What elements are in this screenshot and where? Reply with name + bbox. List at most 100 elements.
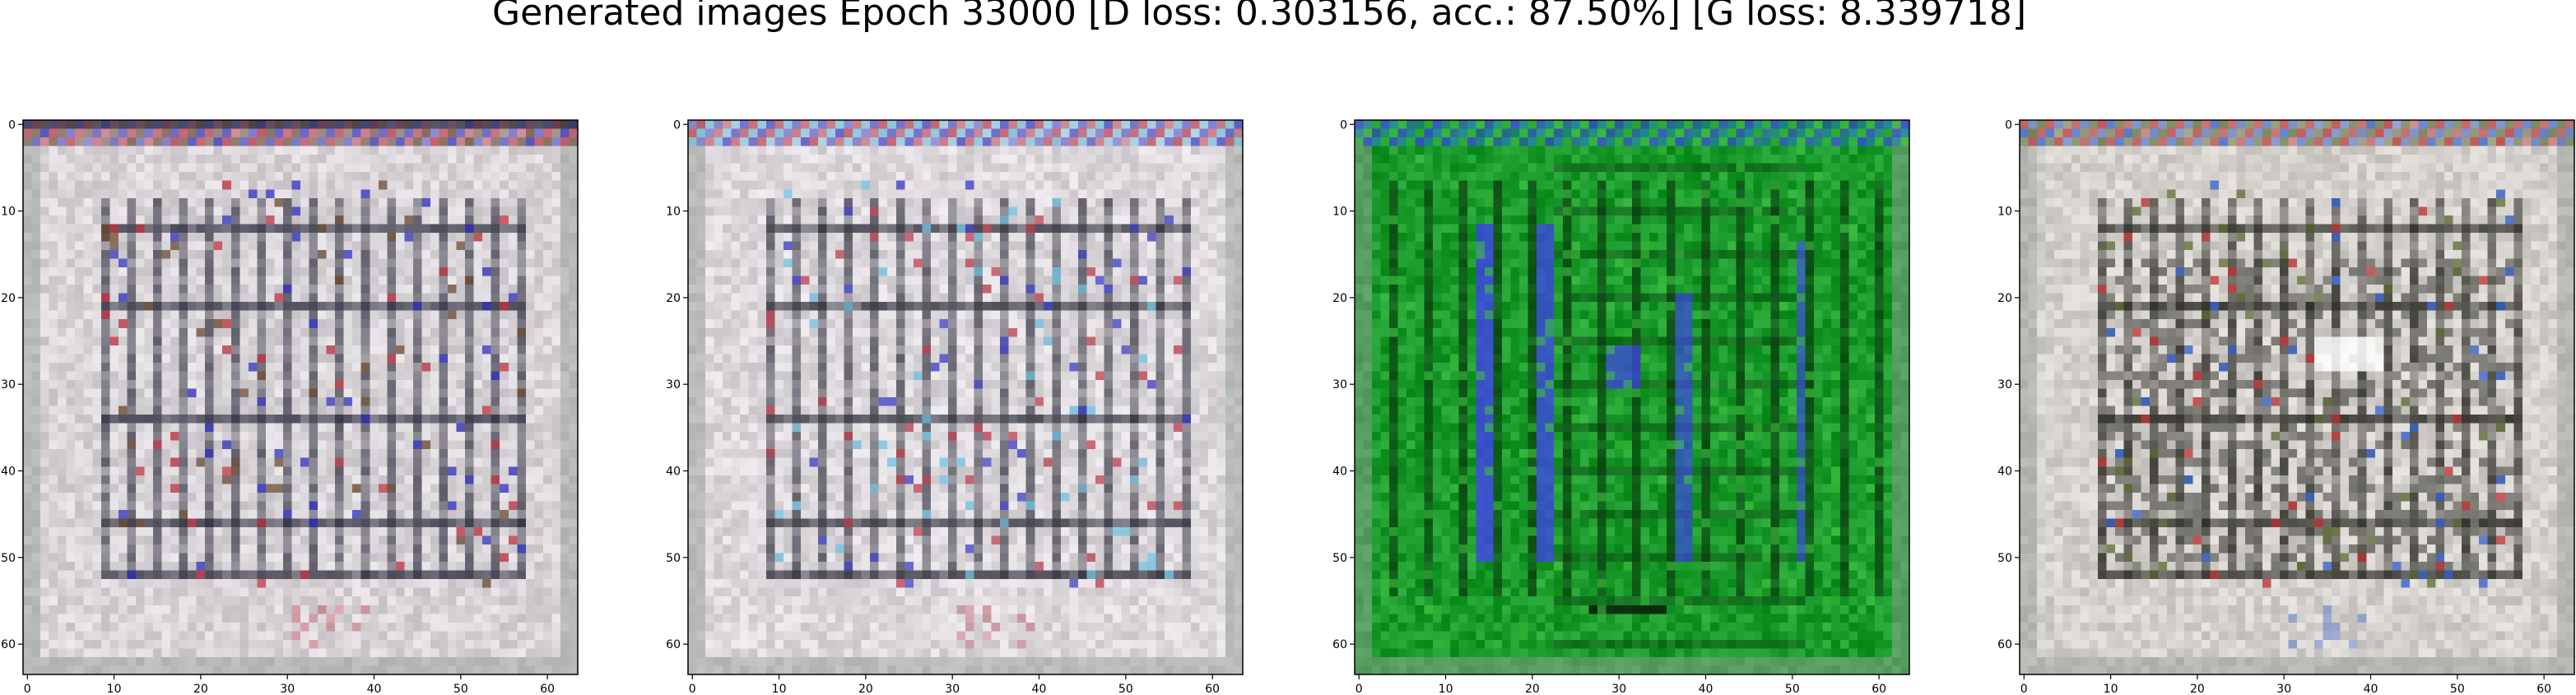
image-pixel xyxy=(118,440,128,450)
image-pixel xyxy=(161,526,171,536)
image-pixel xyxy=(705,146,714,155)
image-pixel xyxy=(404,535,414,545)
image-pixel xyxy=(109,639,119,649)
image-pixel xyxy=(248,457,258,467)
image-pixel xyxy=(58,345,67,354)
image-pixel xyxy=(378,656,388,666)
image-pixel xyxy=(421,518,431,528)
image-pixel xyxy=(161,614,171,623)
image-pixel xyxy=(378,562,388,572)
image-pixel xyxy=(1138,197,1148,207)
image-pixel xyxy=(152,605,162,614)
image-pixel xyxy=(300,526,309,536)
image-pixel xyxy=(152,466,162,476)
image-pixel xyxy=(569,310,579,320)
image-pixel xyxy=(343,155,353,164)
image-pixel xyxy=(118,397,128,406)
image-pixel xyxy=(282,457,292,467)
image-pixel xyxy=(508,224,518,234)
image-pixel xyxy=(300,449,309,459)
image-pixel xyxy=(309,614,319,623)
image-pixel xyxy=(49,163,58,173)
image-pixel xyxy=(387,276,397,285)
image-pixel xyxy=(49,405,58,415)
image-pixel xyxy=(179,614,188,623)
image-pixel xyxy=(343,405,353,415)
image-pixel xyxy=(378,163,388,173)
image-pixel xyxy=(448,553,457,563)
image-pixel xyxy=(569,466,579,476)
image-pixel xyxy=(482,622,492,632)
image-pixel xyxy=(326,553,336,563)
image-pixel xyxy=(560,120,570,129)
image-pixel xyxy=(757,180,767,190)
image-pixel xyxy=(291,449,301,459)
image-pixel xyxy=(569,639,579,649)
image-pixel xyxy=(465,215,475,225)
image-pixel xyxy=(1121,155,1131,164)
image-pixel xyxy=(491,526,500,536)
image-pixel xyxy=(1155,206,1165,216)
image-pixel xyxy=(196,596,206,606)
image-pixel xyxy=(75,492,85,502)
image-pixel xyxy=(309,570,319,580)
image-pixel xyxy=(534,258,544,268)
image-pixel xyxy=(378,241,388,251)
image-pixel xyxy=(58,215,67,225)
image-pixel xyxy=(1052,137,1062,146)
image-pixel xyxy=(152,172,162,182)
image-pixel xyxy=(274,241,284,251)
image-pixel xyxy=(473,405,483,415)
image-pixel xyxy=(370,415,379,424)
image-pixel xyxy=(152,206,162,216)
image-pixel xyxy=(213,336,223,346)
image-pixel xyxy=(58,397,67,406)
image-pixel xyxy=(109,371,119,381)
image-pixel xyxy=(1052,146,1062,155)
image-pixel xyxy=(551,605,561,614)
image-pixel xyxy=(343,345,353,354)
image-pixel xyxy=(370,501,379,511)
image-pixel xyxy=(170,120,179,129)
image-pixel xyxy=(127,656,137,666)
image-pixel xyxy=(196,631,206,641)
image-pixel xyxy=(230,379,240,389)
image-pixel xyxy=(188,388,198,398)
image-pixel xyxy=(1130,206,1140,216)
image-pixel xyxy=(508,631,518,641)
image-pixel xyxy=(378,258,388,268)
image-pixel xyxy=(500,631,509,641)
image-pixel xyxy=(257,656,267,666)
image-pixel xyxy=(248,128,258,138)
image-pixel xyxy=(1173,224,1183,234)
image-pixel xyxy=(144,267,154,276)
image-pixel xyxy=(282,501,292,511)
image-pixel xyxy=(335,562,345,572)
image-pixel xyxy=(118,189,128,199)
image-pixel xyxy=(118,587,128,597)
image-pixel xyxy=(100,241,110,251)
image-pixel xyxy=(239,484,249,493)
image-pixel xyxy=(265,596,275,606)
image-pixel xyxy=(387,415,397,424)
image-pixel xyxy=(222,544,232,554)
image-pixel xyxy=(870,206,880,216)
image-pixel xyxy=(205,146,215,155)
image-pixel xyxy=(213,267,223,276)
image-pixel xyxy=(83,535,93,545)
image-pixel xyxy=(517,423,527,433)
image-pixel xyxy=(534,405,544,415)
image-pixel xyxy=(188,232,198,242)
image-pixel xyxy=(135,656,145,666)
image-pixel xyxy=(542,276,552,285)
image-pixel xyxy=(551,276,561,285)
image-pixel xyxy=(161,172,171,182)
image-pixel xyxy=(222,362,232,372)
image-pixel xyxy=(1095,128,1104,138)
image-pixel xyxy=(817,206,827,216)
image-pixel xyxy=(118,336,128,346)
image-pixel xyxy=(500,553,509,563)
image-pixel xyxy=(170,648,179,658)
image-pixel xyxy=(560,327,570,337)
image-pixel xyxy=(230,526,240,536)
